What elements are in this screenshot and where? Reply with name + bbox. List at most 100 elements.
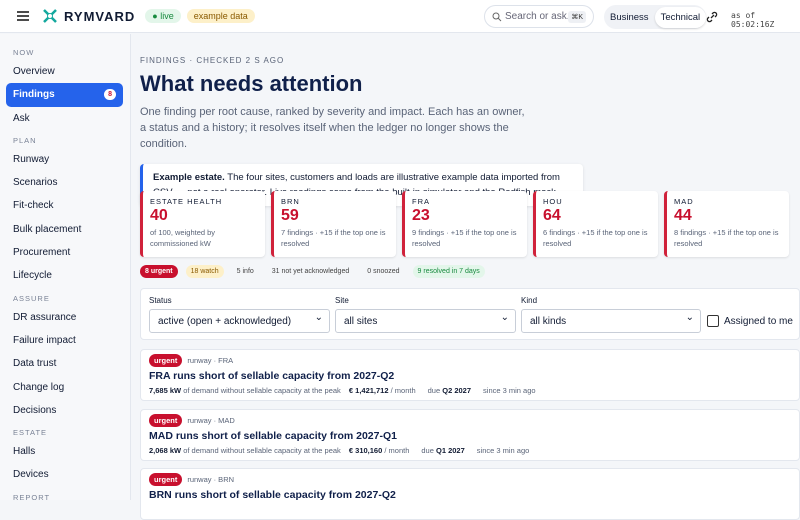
- nav-item[interactable]: Devices: [6, 463, 123, 486]
- brand: RYMVARD: [64, 8, 136, 24]
- nav-label: Failure impact: [13, 334, 76, 346]
- nav-item[interactable]: Decisions: [6, 399, 123, 422]
- search-icon: [492, 12, 502, 22]
- nav-label: Halls: [13, 446, 36, 458]
- nav-item[interactable]: Fit-check: [6, 194, 123, 217]
- site-select[interactable]: all sites: [335, 309, 516, 333]
- mode-technical[interactable]: Technical: [654, 6, 707, 28]
- score-card[interactable]: BRN 59 7 findings · +15 if the top one is …: [271, 191, 396, 257]
- card-note: 8 findings · +15 if the top one is resol…: [674, 228, 779, 248]
- nav-label: DR assurance: [13, 311, 77, 323]
- nav-item[interactable]: Findings 8: [6, 83, 123, 107]
- severity-tag: urgent: [149, 473, 183, 486]
- summary-chip[interactable]: 5 info: [236, 268, 254, 275]
- nav-label: Fit-check: [13, 200, 54, 212]
- nav-item[interactable]: Procurement: [6, 241, 123, 264]
- search-box[interactable]: Search or ask... ⌘K: [484, 5, 594, 28]
- finding-card[interactable]: urgent runway · MAD MAD runs short of sell…: [140, 408, 800, 461]
- finding-title: MAD runs short of sellable capacity from…: [149, 429, 397, 442]
- nav-item[interactable]: Change log: [6, 376, 123, 399]
- score-card[interactable]: FRA 23 9 findings · +15 if the top one is …: [402, 191, 527, 257]
- finding-kw: 7,685 kW: [149, 386, 182, 395]
- nav-item[interactable]: Runway: [6, 148, 123, 171]
- nav-item[interactable]: Overview: [6, 60, 123, 83]
- nav-badge: 8: [104, 89, 116, 101]
- finding-due-label: due: [427, 386, 441, 395]
- card-note: 7 findings · +15 if the top one is resol…: [281, 228, 386, 248]
- nav-section: ASSURE: [13, 293, 50, 303]
- card-label: FRA: [412, 197, 430, 206]
- nav-item[interactable]: Scenarios: [6, 171, 123, 194]
- score-card[interactable]: MAD 44 8 findings · +15 if the top one is …: [664, 191, 789, 257]
- assigned-checkbox[interactable]: [707, 315, 719, 327]
- card-value: 23: [412, 207, 430, 224]
- nav-section: REPORT: [13, 492, 51, 502]
- card-note: 6 findings · +15 if the top one is resol…: [543, 228, 648, 248]
- score-card[interactable]: ESTATE HEALTH 40 of 100, weighted by commi…: [140, 191, 265, 257]
- live-text: live: [160, 11, 174, 21]
- finding-title: FRA runs short of sellable capacity from…: [149, 370, 395, 382]
- nav-label: Ask: [13, 112, 30, 124]
- nav-label: Procurement: [13, 247, 71, 259]
- assigned-label[interactable]: Assigned to me: [724, 316, 793, 327]
- nav-item[interactable]: Halls: [6, 440, 123, 463]
- as-of: as of 05:02:16Z: [731, 11, 775, 29]
- finding-cost-unit: / month: [384, 445, 410, 455]
- card-note: 9 findings · +15 if the top one is resol…: [412, 228, 517, 248]
- finding-due-label: due: [421, 445, 434, 455]
- status-select[interactable]: active (open + acknowledged): [149, 309, 330, 333]
- nav-item[interactable]: Ask: [6, 107, 123, 130]
- link-button[interactable]: [706, 11, 718, 23]
- sidebar: NOW Overview Findings 8 Ask PLAN Runway Scenari…: [0, 34, 131, 502]
- summary-chip[interactable]: 18 watch: [185, 265, 224, 278]
- nav-section: ESTATE: [13, 428, 48, 438]
- nav-item[interactable]: Lifecycle: [6, 264, 123, 287]
- mode-toggle: Business Technical: [604, 5, 707, 29]
- nav-item[interactable]: Data trust: [6, 352, 123, 375]
- nav-item[interactable]: Bulk placement: [6, 218, 123, 241]
- nav-label: Scenarios: [13, 177, 58, 189]
- nav-label: Runway: [13, 153, 50, 165]
- logo: [43, 9, 57, 23]
- filters: Status active (open + acknowledged) Site…: [140, 288, 800, 340]
- kind-select[interactable]: all kinds: [521, 309, 701, 333]
- callout-bold: Example estate.: [153, 172, 225, 183]
- site-label: Site: [335, 296, 349, 305]
- nav-label: Bulk placement: [13, 223, 82, 235]
- nav-item[interactable]: DR assurance: [6, 306, 123, 329]
- nav-label: Findings: [13, 89, 55, 101]
- score-cards: ESTATE HEALTH 40 of 100, weighted by commi…: [140, 191, 789, 257]
- finding-details: 7,685 kW of demand without sellable capa…: [149, 386, 791, 395]
- summary-chip[interactable]: 0 snoozed: [367, 268, 400, 275]
- nav-section: NOW: [13, 48, 35, 57]
- card-note: of 100, weighted by commissioned kW: [150, 228, 216, 248]
- description: One finding per root cause, ranked by se…: [140, 106, 525, 150]
- card-value: 59: [281, 207, 299, 224]
- finding-tag: runway · BRN: [187, 475, 235, 484]
- summary-chip[interactable]: 9 resolved in 7 days: [412, 265, 485, 278]
- kind-label: Kind: [521, 296, 538, 305]
- finding-kw-text: of demand without sellable capacity at t…: [183, 386, 341, 395]
- topbar: RYMVARD ● live example data Search or as…: [0, 0, 800, 33]
- search-placeholder: Search or ask...: [505, 11, 576, 22]
- card-label: HOU: [543, 197, 563, 206]
- nav-item[interactable]: Failure impact: [6, 329, 123, 352]
- nav-label: Lifecycle: [13, 270, 52, 282]
- nav-label: Devices: [13, 469, 49, 481]
- mode-business[interactable]: Business: [610, 11, 649, 23]
- menu-button[interactable]: [16, 10, 30, 22]
- card-label: MAD: [674, 197, 694, 206]
- severity-tag: urgent: [149, 354, 183, 367]
- score-card[interactable]: HOU 64 6 findings · +15 if the top one is …: [533, 191, 658, 257]
- card-label: BRN: [281, 197, 300, 206]
- finding-title: BRN runs short of sellable capacity from…: [149, 489, 396, 501]
- finding-card[interactable]: urgent runway · BRN BRN runs short of sell…: [140, 468, 800, 520]
- eyebrow: FINDINGS · CHECKED 2 S AGO: [140, 56, 285, 65]
- summary-chip[interactable]: 8 urgent: [140, 265, 178, 278]
- finding-kw: 2,068 kW: [149, 445, 182, 455]
- card-value: 40: [150, 207, 168, 224]
- summary-chip[interactable]: 31 not yet acknowledged: [271, 268, 350, 275]
- finding-since: since 3 min ago: [476, 445, 530, 455]
- card-value: 64: [543, 207, 561, 224]
- finding-card[interactable]: urgent runway · FRA FRA runs short of sell…: [140, 349, 800, 401]
